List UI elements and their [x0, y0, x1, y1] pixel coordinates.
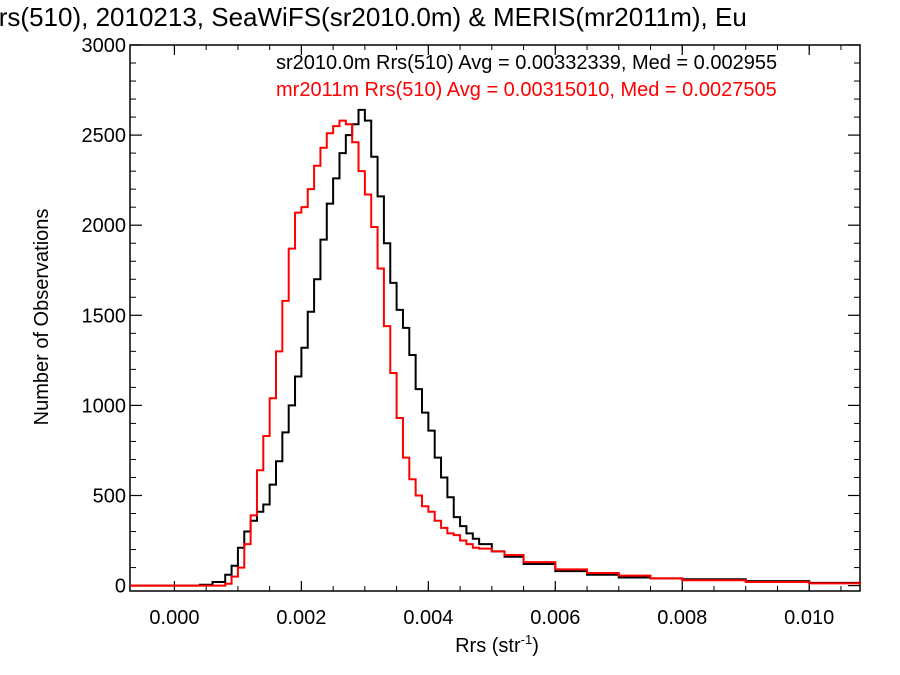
y-tick-label: 2000 [82, 215, 127, 237]
x-tick-label: 0.006 [530, 607, 580, 629]
x-axis-label-suffix: ) [532, 635, 539, 657]
y-tick-label: 0 [115, 576, 126, 598]
chart-title: Rrs(510), 2010213, SeaWiFS(sr2010.0m) & … [0, 2, 747, 32]
x-axis: 0.000 0.002 0.004 0.006 0.008 0.010 [149, 45, 842, 629]
x-tick-label: 0.004 [403, 607, 453, 629]
x-tick-label: 0.000 [149, 607, 199, 629]
x-tick-label: 0.010 [784, 607, 834, 629]
annotation-black: sr2010.0m Rrs(510) Avg = 0.00332339, Med… [276, 52, 777, 74]
series-layer [130, 108, 861, 587]
x-axis-label-main: Rrs (str [455, 635, 521, 657]
y-tick-label: 1500 [82, 305, 127, 327]
x-tick-label: 0.008 [657, 607, 707, 629]
x-tick-label: 0.002 [276, 607, 326, 629]
y-tick-label: 1000 [82, 395, 127, 417]
plot-frame [129, 44, 861, 592]
y-tick-label: 500 [93, 485, 126, 507]
x-axis-label-superscript: -1 [521, 632, 533, 647]
y-tick-label: 3000 [82, 35, 127, 57]
annotation-red: mr2011m Rrs(510) Avg = 0.00315010, Med =… [276, 79, 777, 101]
y-tick-label: 2500 [82, 125, 127, 147]
y-axis: 0 500 1000 1500 2000 2500 3000 [82, 35, 860, 598]
y-axis-label: Number of Observations [31, 209, 53, 426]
x-axis-label: Rrs (str-1) [455, 632, 539, 657]
series-line-red [130, 119, 861, 587]
plot-area: 0.000 0.002 0.004 0.006 0.008 0.010 0 500 1000 1… [82, 35, 861, 629]
